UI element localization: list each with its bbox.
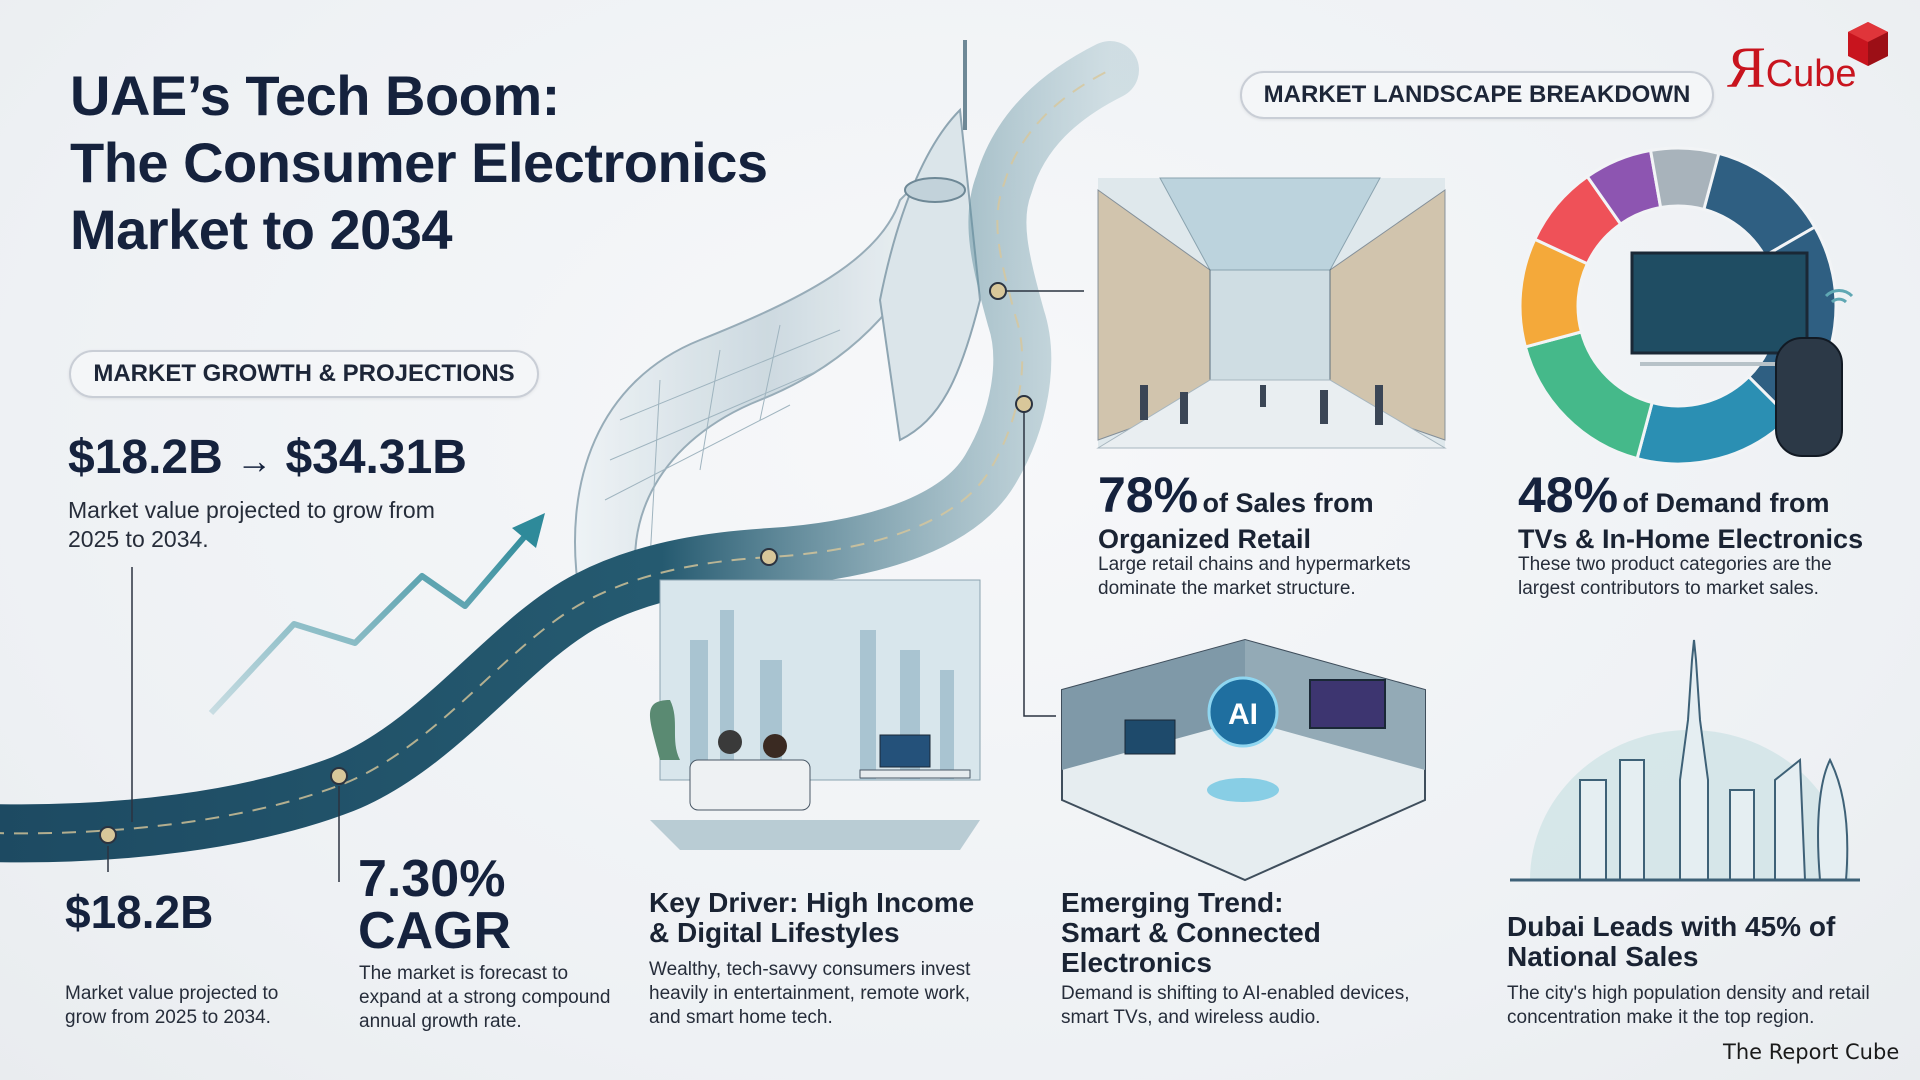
cagr-value: 7.30%: [358, 850, 506, 908]
driver-heading: Key Driver: High Income & Digital Lifest…: [649, 887, 975, 948]
logo: Я Cube: [1727, 38, 1857, 98]
demand-description: These two product categories are the lar…: [1518, 554, 1832, 599]
demand-heading: 48% of Demand from TVs & In-Home Electro…: [1518, 466, 1863, 554]
retail-heading: 78% of Sales from Organized Retail: [1098, 466, 1374, 554]
donut-segment: [1648, 146, 1721, 212]
trend-heading: Emerging Trend: Smart & Connected Electr…: [1061, 887, 1321, 978]
logo-r: Я: [1727, 35, 1766, 100]
driver-description: Wealthy, tech-savvy consumers invest hea…: [649, 959, 971, 1028]
title-line-3: Market to 2034: [70, 198, 453, 261]
tv-illustration: [1630, 251, 1854, 457]
base-description: Market value projected to grow from 2025…: [65, 983, 279, 1028]
mall-illustration: [1096, 177, 1447, 449]
page-title: UAE’s Tech Boom: The Consumer Electronic…: [70, 62, 768, 263]
retail-heading-rest: of Sales from: [1202, 488, 1374, 518]
market-landscape-pill: MARKET LANDSCAPE BREAKDOWN: [1240, 71, 1714, 119]
cube-icon: [1846, 20, 1890, 68]
range-from: $18.2B: [68, 431, 223, 484]
demand-pct: 48%: [1518, 467, 1619, 523]
demand-heading-line2: TVs & In-Home Electronics: [1518, 524, 1864, 554]
dubai-description: The city's high population density and r…: [1507, 983, 1870, 1028]
retail-heading-line2: Organized Retail: [1098, 524, 1312, 554]
demand-heading-rest: of Demand from: [1622, 488, 1830, 518]
living-room-illustration: [650, 579, 981, 850]
logo-cube-text: Cube: [1765, 53, 1857, 95]
retail-pct: 78%: [1098, 467, 1199, 523]
dubai-skyline-illustration: [1510, 639, 1860, 882]
range-description: Market value projected to grow from 2025…: [68, 497, 435, 552]
growth-range: $18.2B → $34.31B: [68, 430, 467, 485]
skyscraper-illustration: [574, 40, 982, 601]
cagr-description: The market is forecast to expand at a st…: [359, 963, 611, 1032]
growth-arrow: [208, 526, 535, 716]
road-markers: [99, 282, 1033, 844]
arrow-right-icon: →: [236, 440, 273, 481]
market-growth-pill: MARKET GROWTH & PROJECTIONS: [69, 350, 539, 398]
base-value: $18.2B: [65, 886, 214, 938]
footer-credit: The Report Cube: [1723, 1040, 1900, 1064]
ai-badge: AI: [1228, 698, 1258, 731]
cagr-label: CAGR: [358, 902, 512, 960]
retail-description: Large retail chains and hypermarkets dom…: [1098, 554, 1411, 599]
trend-description: Demand is shifting to AI-enabled devices…: [1061, 983, 1410, 1028]
dubai-heading: Dubai Leads with 45% of National Sales: [1507, 911, 1836, 972]
range-to: $34.31B: [285, 431, 467, 484]
title-line-2: The Consumer Electronics: [70, 131, 768, 194]
title-line-1: UAE’s Tech Boom:: [70, 64, 560, 127]
cagr-block: 7.30% CAGR: [358, 853, 511, 957]
smart-home-illustration: AI: [1061, 638, 1426, 882]
